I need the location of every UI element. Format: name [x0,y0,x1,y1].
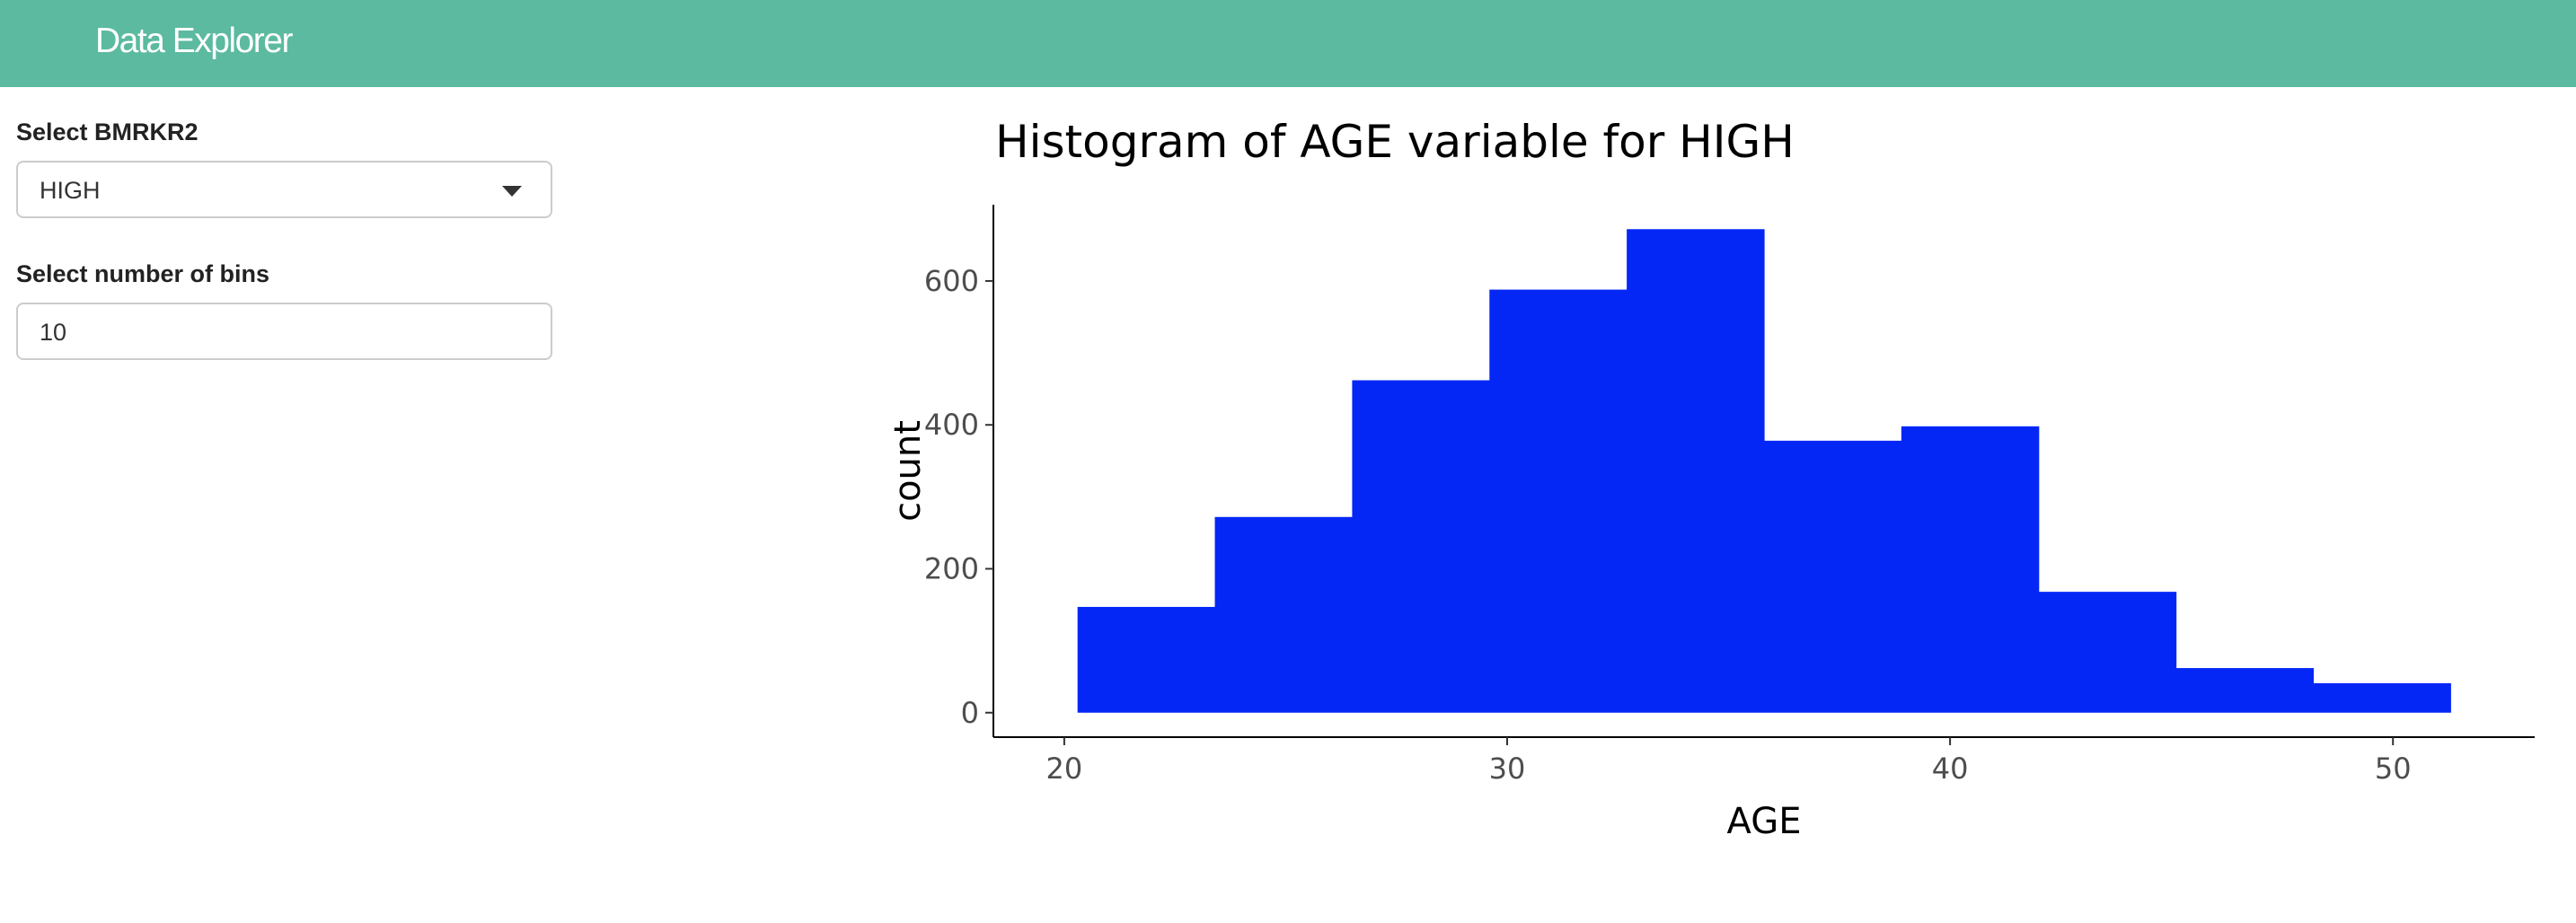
histogram-bar-4 [1489,289,1628,713]
bins-number-input[interactable]: 10 [16,303,552,360]
bins-input-label: Select number of bins [16,260,270,287]
x-axis-ticks: 20 30 40 50 [1046,737,2412,786]
chart-title: Histogram of AGE variable for HIGH [995,116,1795,168]
histogram-bar-10 [2313,682,2451,713]
histogram-bar-2 [1214,516,1354,713]
histogram-bar-6 [1764,440,1902,713]
bins-input-value: 10 [40,319,67,346]
x-tick-label: 30 [1489,752,1526,786]
x-axis-title: AGE [1727,801,1802,842]
y-tick-label: 600 [924,264,979,298]
marker-select-dropdown[interactable]: HIGH [16,161,552,218]
chevron-down-icon [502,186,522,197]
histogram-bar-9 [2175,668,2315,713]
histogram-bars [1077,229,2451,713]
histogram-bar-5 [1627,229,1765,713]
app-header: Data Explorer [0,0,2576,87]
x-tick-label: 20 [1046,752,1083,786]
marker-select-label: Select BMRKR2 [16,119,198,145]
age-histogram-chart: Histogram of AGE variable for HIGH 0 200 4… [887,116,2535,842]
histogram-bar-7 [1901,426,2040,713]
y-axis-ticks: 0 200 400 600 [924,264,993,730]
histogram-bar-8 [2038,592,2177,713]
marker-select-value: HIGH [40,177,101,204]
y-tick-label: 200 [924,551,979,585]
histogram-bar-1 [1077,606,1216,713]
x-tick-label: 40 [1932,752,1969,786]
app-title: Data Explorer [95,22,293,60]
y-tick-label: 400 [924,408,979,442]
histogram-bar-3 [1352,380,1490,713]
x-tick-label: 50 [2375,752,2412,786]
y-axis-title: count [887,420,929,522]
y-tick-label: 0 [961,696,979,730]
